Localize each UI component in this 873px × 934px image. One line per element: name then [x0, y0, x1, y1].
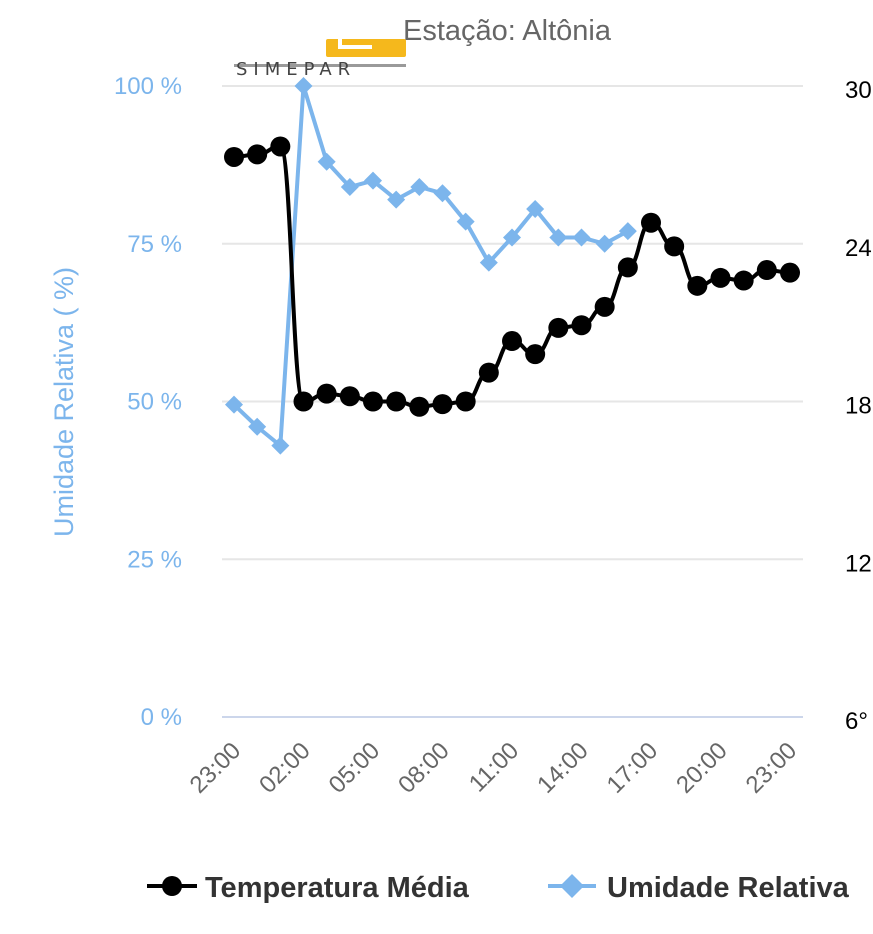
x-tick-label: 17:00	[602, 737, 664, 799]
temperatura-point[interactable]	[363, 391, 383, 412]
logo-stripe	[234, 64, 406, 67]
x-tick-label: 08:00	[393, 737, 455, 799]
series-umidade-relativa	[225, 77, 637, 455]
logo-wordmark: SIMEPAR	[236, 59, 356, 80]
series-layer	[224, 77, 800, 455]
umidade-point[interactable]	[248, 417, 267, 436]
umidade-point[interactable]	[456, 212, 475, 231]
chart-title: Estação: Altônia	[403, 15, 612, 47]
x-tick-label: 14:00	[532, 737, 594, 799]
temperatura-point[interactable]	[502, 331, 522, 352]
simepar-logo[interactable]: SIMEPAR	[234, 39, 406, 80]
umidade-point[interactable]	[340, 177, 359, 196]
y-axis-left-title: Umidade Relativa ( %)	[49, 267, 79, 537]
temperatura-point[interactable]	[293, 391, 314, 412]
temperatura-point[interactable]	[455, 391, 476, 412]
y-right-tick-label: 30	[845, 77, 872, 104]
x-tick-label: 11:00	[464, 737, 524, 797]
y-right-tick-label: 24	[845, 235, 872, 262]
legend-temperatura-marker	[162, 876, 182, 896]
temperatura-point[interactable]	[733, 270, 754, 291]
y-left-tick-label: 75 %	[127, 231, 182, 258]
umidade-point[interactable]	[294, 77, 313, 95]
legend-umidade-marker	[560, 874, 584, 898]
umidade-point[interactable]	[271, 436, 290, 455]
temperatura-point[interactable]	[432, 394, 453, 415]
y-axis-right: 6° 12 18 24 30	[845, 77, 872, 735]
y-right-tick-label: 12	[845, 550, 872, 577]
umidade-point[interactable]	[549, 228, 568, 247]
logo-accent-bracket	[338, 39, 372, 49]
umidade-point[interactable]	[225, 395, 243, 414]
umidade-point[interactable]	[317, 152, 336, 171]
x-tick-label: 02:00	[254, 737, 316, 799]
umidade-point[interactable]	[618, 222, 637, 241]
umidade-point[interactable]	[572, 228, 591, 247]
temperatura-point[interactable]	[687, 275, 708, 296]
temperatura-point[interactable]	[594, 296, 615, 317]
temperatura-point[interactable]	[224, 146, 244, 167]
temperatura-point[interactable]	[710, 267, 731, 288]
y-right-tick-label: 18	[845, 393, 872, 420]
x-tick-label: 05:00	[324, 737, 386, 799]
temperatura-point[interactable]	[641, 212, 661, 233]
x-tick-label: 20:00	[671, 737, 733, 799]
temperatura-point[interactable]	[386, 391, 407, 412]
temperatura-point[interactable]	[571, 315, 592, 336]
temperatura-point[interactable]	[316, 383, 337, 404]
y-right-tick-label: 6°	[845, 708, 868, 735]
temperatura-point[interactable]	[756, 260, 777, 281]
y-left-tick-label: 50 %	[127, 389, 182, 416]
umidade-point[interactable]	[433, 184, 452, 203]
legend: Temperatura Média Umidade Relativa	[147, 872, 850, 904]
legend-item-umidade[interactable]: Umidade Relativa	[548, 872, 850, 904]
umidade-point[interactable]	[387, 190, 406, 209]
legend-umidade-label: Umidade Relativa	[607, 872, 850, 904]
temperatura-point[interactable]	[339, 386, 360, 407]
series-line	[233, 144, 791, 409]
umidade-point[interactable]	[479, 253, 498, 272]
temperatura-point[interactable]	[664, 236, 685, 257]
umidade-point[interactable]	[410, 177, 429, 196]
temperatura-point[interactable]	[409, 396, 430, 417]
y-axis-left: 0 % 25 % 50 % 75 % 100 %	[114, 73, 182, 731]
legend-item-temperatura[interactable]: Temperatura Média	[147, 872, 470, 904]
y-left-tick-label: 100 %	[114, 73, 182, 100]
legend-temperatura-label: Temperatura Média	[205, 872, 470, 904]
temperatura-point[interactable]	[525, 344, 546, 365]
temperatura-point[interactable]	[478, 362, 499, 383]
x-tick-label: 23:00	[741, 737, 803, 799]
x-tick-label: 23:00	[185, 737, 247, 799]
umidade-point[interactable]	[526, 200, 545, 219]
temperatura-point[interactable]	[780, 262, 800, 283]
umidade-point[interactable]	[595, 234, 614, 253]
y-left-tick-label: 0 %	[141, 704, 182, 731]
y-left-tick-label: 25 %	[127, 546, 182, 573]
temperatura-point[interactable]	[247, 144, 268, 165]
x-axis: 23:00 02:00 05:00 08:00 11:00 14:00 17:00 20:00…	[185, 737, 803, 799]
umidade-point[interactable]	[364, 171, 382, 190]
temperatura-point[interactable]	[617, 257, 638, 278]
umidade-point[interactable]	[503, 228, 521, 247]
temperatura-point[interactable]	[270, 136, 291, 157]
temperatura-point[interactable]	[548, 317, 569, 338]
series-temperatura-media	[224, 136, 800, 417]
